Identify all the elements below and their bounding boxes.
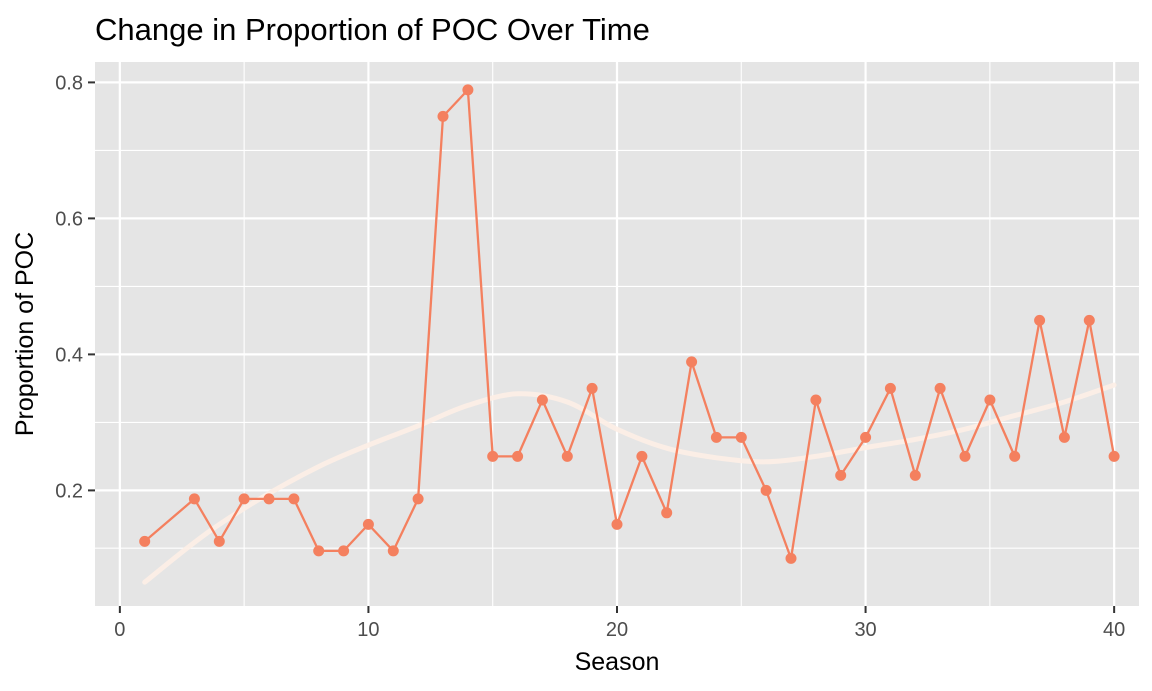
axis-ticks	[88, 81, 1116, 613]
y-tick-label: 0.2	[55, 480, 83, 502]
data-point	[561, 450, 573, 462]
smooth-trend-line	[142, 382, 1117, 585]
data-point	[835, 469, 847, 481]
x-tick-label: 20	[606, 619, 628, 641]
x-tick-label: 10	[357, 619, 379, 641]
data-point	[536, 394, 548, 406]
grid-major	[95, 62, 1139, 606]
data-point	[884, 382, 896, 394]
data-point	[512, 450, 524, 462]
data-point	[487, 450, 499, 462]
data-point	[313, 545, 325, 557]
y-tick-label: 0.6	[55, 208, 83, 230]
x-tick-label: 0	[114, 619, 125, 641]
data-point	[785, 552, 797, 564]
smooth-layer	[142, 382, 1117, 585]
data-point	[959, 450, 971, 462]
data-point	[636, 450, 648, 462]
data-point	[213, 535, 225, 547]
data-point	[288, 493, 300, 505]
data-point	[1034, 314, 1046, 326]
data-point	[686, 356, 698, 368]
y-tick-label: 0.8	[55, 72, 83, 94]
data-point	[139, 535, 151, 547]
data-point	[860, 431, 872, 443]
data-point	[934, 382, 946, 394]
data-point	[909, 469, 921, 481]
data-point	[1108, 450, 1120, 462]
data-point	[188, 493, 200, 505]
x-tick-label: 40	[1103, 619, 1125, 641]
data-point	[412, 493, 424, 505]
data-point	[760, 484, 772, 496]
data-point	[1083, 314, 1095, 326]
data-point	[661, 507, 673, 519]
data-point	[437, 110, 449, 122]
data-point	[263, 493, 275, 505]
chart-title: Change in Proportion of POC Over Time	[95, 12, 650, 47]
data-point	[735, 431, 747, 443]
x-axis-title: Season	[575, 648, 660, 676]
data-point	[338, 545, 350, 557]
y-tick-labels: 0.2 0.4 0.6 0.8	[55, 72, 83, 502]
data-point	[238, 493, 250, 505]
data-point	[462, 84, 474, 96]
data-point	[362, 518, 374, 530]
data-point	[810, 394, 822, 406]
data-point	[387, 545, 399, 557]
data-point	[984, 394, 996, 406]
y-tick-label: 0.4	[55, 344, 83, 366]
y-axis-title: Proportion of POC	[11, 232, 39, 436]
x-tick-labels: 0 10 20 30 40	[114, 619, 1125, 641]
points-layer	[139, 84, 1120, 564]
x-tick-label: 30	[854, 619, 876, 641]
data-point	[710, 431, 722, 443]
data-point	[1009, 450, 1021, 462]
data-point	[1058, 431, 1070, 443]
data-point	[611, 518, 623, 530]
data-point	[586, 382, 598, 394]
